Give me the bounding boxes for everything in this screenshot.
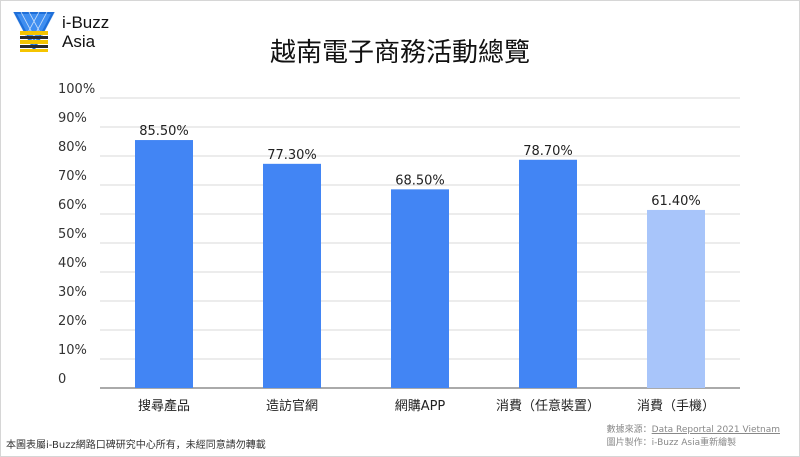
- source-link[interactable]: Data Reportal 2021 Vietnam: [651, 425, 780, 435]
- footer-disclaimer: 本圖表屬i-Buzz網路口碑研究中心所有，未經同意請勿轉載: [6, 440, 266, 451]
- brand-line1: i-Buzz: [62, 13, 110, 32]
- bar: [519, 159, 577, 388]
- y-tick-label: 0: [58, 372, 66, 387]
- ibuzz-logo-icon: [13, 12, 55, 52]
- data-label: 77.30%: [267, 148, 317, 163]
- y-tick-label: 20%: [58, 314, 87, 329]
- source-label: 數據來源：: [606, 425, 652, 435]
- bar: [263, 163, 321, 388]
- x-tick-label: 消費（任意裝置）: [496, 398, 600, 414]
- chart-title: 越南電子商務活動總覽: [269, 38, 530, 68]
- bar: [135, 140, 193, 388]
- y-tick-label: 40%: [58, 256, 87, 271]
- x-tick-label: 搜尋產品: [138, 398, 190, 414]
- bar: [391, 189, 449, 388]
- data-label: 61.40%: [651, 194, 701, 209]
- y-tick-label: 100%: [58, 82, 95, 97]
- x-tick-label: 造訪官網: [266, 398, 318, 414]
- x-tick-label: 網購APP: [395, 399, 446, 414]
- y-tick-label: 30%: [58, 285, 87, 300]
- data-label: 68.50%: [395, 173, 445, 188]
- image-credit: 圖片製作：i-Buzz Asia重新繪製: [606, 438, 737, 448]
- y-tick-label: 80%: [58, 140, 87, 155]
- data-label: 85.50%: [139, 124, 189, 139]
- y-tick-label: 10%: [58, 343, 87, 358]
- y-tick-label: 50%: [58, 227, 87, 242]
- y-tick-label: 60%: [58, 198, 87, 213]
- bar: [647, 209, 705, 388]
- brand-name: i-Buzz Asia: [62, 13, 109, 51]
- y-tick-label: 70%: [58, 169, 87, 184]
- x-tick-label: 消費（手機）: [637, 399, 715, 414]
- brand-line2: Asia: [62, 32, 96, 51]
- data-label: 78.70%: [523, 144, 573, 159]
- footer-source: 數據來源：Data Reportal 2021 Vietnam 圖片製作：i-B…: [607, 424, 780, 450]
- y-tick-label: 90%: [58, 111, 87, 126]
